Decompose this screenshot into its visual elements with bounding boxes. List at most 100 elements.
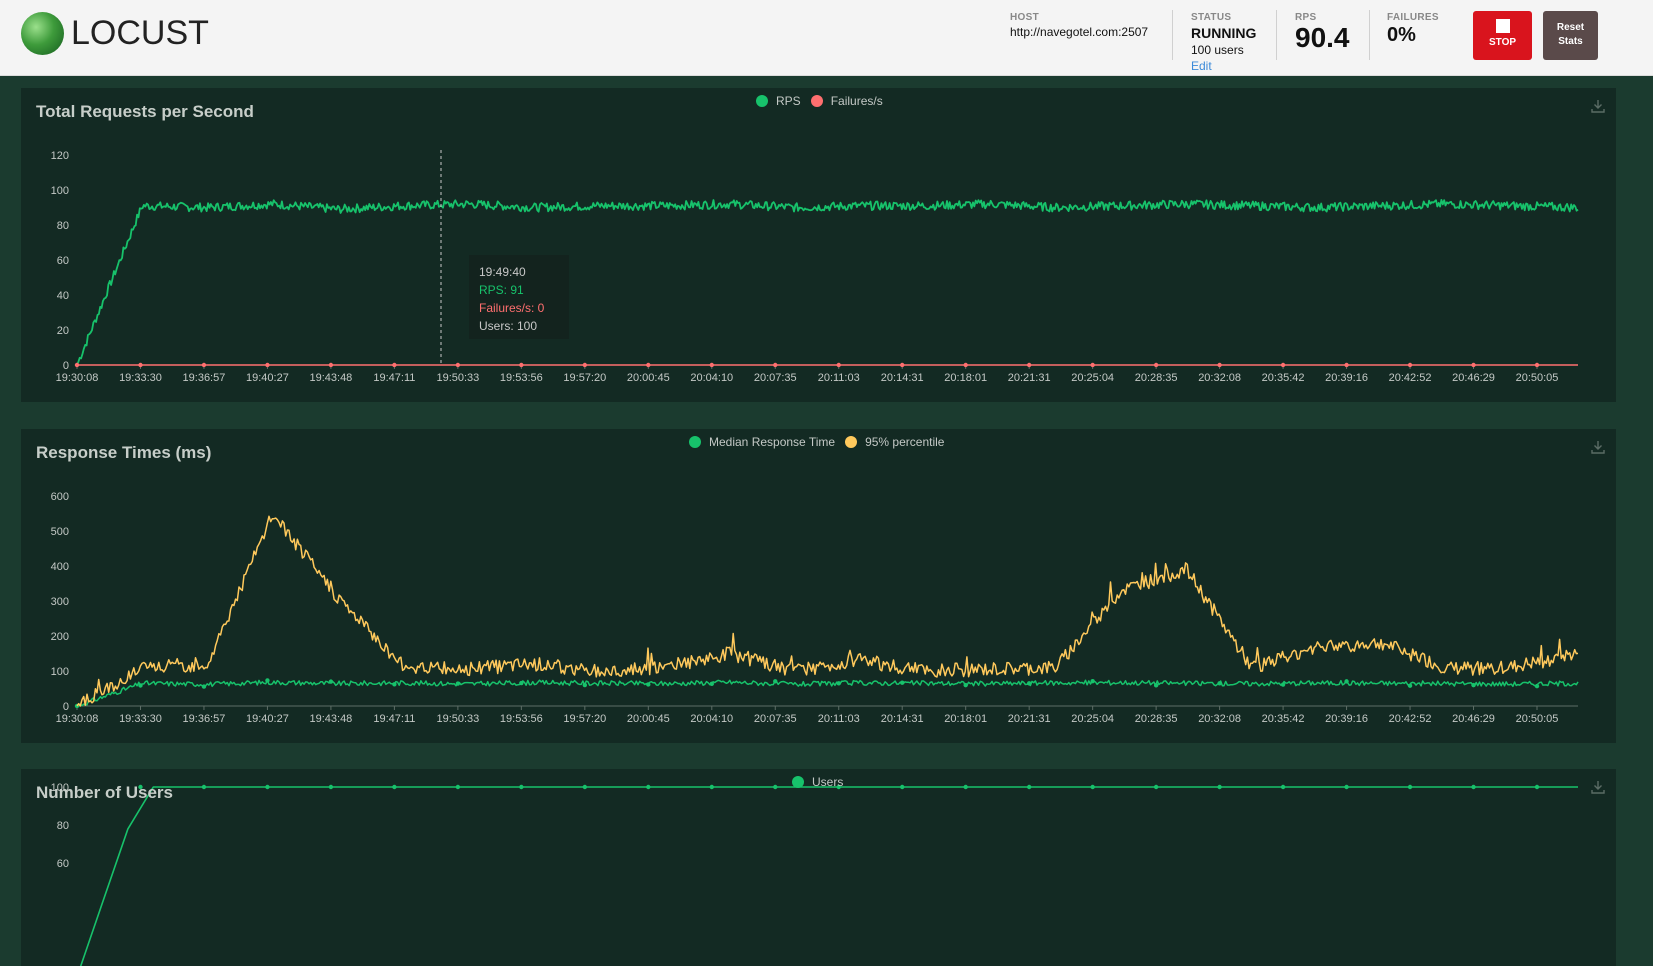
data-point: [1344, 362, 1349, 368]
x-tick-label: 20:28:35: [1135, 713, 1178, 725]
data-point: [963, 784, 968, 790]
x-tick-label: 19:36:57: [183, 713, 226, 725]
x-tick-label: 20:25:04: [1071, 713, 1114, 725]
tooltip-rps: RPS: 91: [479, 283, 524, 297]
data-point: [265, 362, 270, 368]
x-tick-label: 19:33:30: [119, 713, 162, 725]
rps-label: RPS: [1295, 12, 1317, 23]
x-tick-label: 20:50:05: [1516, 713, 1559, 725]
x-tick-label: 19:57:20: [563, 372, 606, 384]
x-tick-label: 19:43:48: [309, 713, 352, 725]
y-tick-label: 200: [51, 631, 69, 643]
data-point: [582, 784, 588, 790]
x-tick-label: 19:53:56: [500, 372, 543, 384]
legend-dot: [810, 95, 823, 107]
legend-item-failures[interactable]: Failures/s: [810, 94, 883, 108]
data-point: [1217, 681, 1222, 686]
data-point: [1280, 784, 1286, 790]
data-point: [201, 684, 207, 689]
data-point: [963, 362, 968, 368]
download-icon[interactable]: [1590, 779, 1606, 795]
chart-legend: Median Response Time 95% percentile: [689, 435, 954, 449]
x-tick-label: 19:50:33: [436, 372, 479, 384]
download-icon[interactable]: [1590, 439, 1606, 455]
y-tick-label: 0: [63, 360, 69, 372]
legend-item-median[interactable]: Median Response Time: [689, 435, 835, 449]
data-point: [392, 682, 397, 687]
data-point: [74, 362, 80, 368]
legend-item-p95[interactable]: 95% percentile: [845, 435, 944, 449]
x-tick-label: 20:00:45: [627, 372, 670, 384]
data-point: [1534, 683, 1540, 689]
data-point: [1344, 784, 1349, 790]
chart-tooltip: 19:49:40 RPS: 91 Failures/s: 0 Users: 10…: [469, 255, 569, 339]
legend-item-rps[interactable]: RPS: [756, 94, 801, 108]
reset-stats-button[interactable]: Reset Stats: [1543, 11, 1598, 60]
y-tick-label: 60: [57, 858, 69, 870]
data-point: [836, 784, 841, 790]
data-point: [1026, 681, 1032, 686]
y-tick-label: 40: [57, 290, 69, 302]
data-point: [1534, 362, 1540, 368]
legend-dot: [756, 95, 768, 107]
data-point: [963, 682, 968, 688]
legend-item-users[interactable]: Users: [792, 775, 843, 789]
y-tick-label: 300: [51, 596, 69, 608]
stop-button[interactable]: STOP: [1473, 11, 1532, 60]
download-icon[interactable]: [1590, 98, 1606, 114]
chart-title: Response Times (ms): [36, 443, 212, 462]
x-tick-label: 19:43:48: [309, 372, 352, 384]
chart-legend: Users: [792, 775, 853, 789]
header-divider: [1172, 10, 1173, 60]
data-point: [1407, 683, 1413, 688]
data-point: [900, 362, 905, 368]
legend-dot: [792, 776, 804, 788]
data-point: [519, 362, 524, 368]
data-point: [1026, 362, 1032, 368]
locust-logo[interactable]: LOCUST: [21, 12, 231, 58]
data-point: [265, 784, 270, 790]
reset-label-line2: Stats: [1558, 36, 1583, 47]
y-tick-label: 0: [63, 701, 69, 713]
data-point: [1407, 362, 1413, 368]
data-point: [836, 681, 841, 686]
data-point: [1344, 679, 1349, 684]
chart-legend: RPS Failures/s: [756, 94, 893, 108]
x-tick-label: 20:42:52: [1389, 713, 1432, 725]
data-point: [1090, 679, 1095, 684]
logo-text: LOCUST: [71, 14, 209, 52]
status-label: STATUS: [1191, 12, 1232, 23]
x-tick-label: 20:39:16: [1325, 713, 1368, 725]
data-point: [646, 362, 651, 368]
data-point: [1471, 784, 1476, 790]
x-tick-label: 20:35:42: [1262, 372, 1305, 384]
rps-stat: RPS 90.4: [1295, 12, 1350, 54]
response-times-chart: 0 100 200 300 400 500 600 19:30:08 19:33:30 19:36…: [51, 491, 1579, 725]
y-tick-label: 80: [57, 820, 69, 832]
data-point: [138, 784, 143, 790]
data-point: [392, 784, 397, 790]
data-point: [1280, 362, 1286, 368]
series-line: [79, 786, 1578, 966]
data-point: [201, 362, 207, 368]
y-tick-label: 100: [51, 666, 69, 678]
x-tick-label: 20:00:45: [627, 713, 670, 725]
data-point: [519, 680, 524, 686]
x-tick-label: 20:18:01: [944, 713, 987, 725]
status-value: RUNNING: [1191, 25, 1257, 41]
data-point: [1217, 362, 1222, 368]
edit-users-link[interactable]: Edit: [1191, 59, 1212, 73]
header-bar: LOCUST HOST http://navegotel.com:2507 ST…: [0, 0, 1653, 76]
data-point: [201, 784, 207, 790]
x-tick-label: 20:46:29: [1452, 372, 1495, 384]
data-point: [582, 362, 588, 368]
chart-title: Total Requests per Second: [36, 102, 254, 121]
x-tick-label: 20:04:10: [690, 372, 733, 384]
data-point: [1153, 784, 1159, 790]
legend-label: Failures/s: [830, 94, 883, 108]
data-point: [1534, 784, 1540, 790]
x-tick-label: 20:35:42: [1262, 713, 1305, 725]
y-tick-label: 100: [51, 185, 69, 197]
data-point: [709, 362, 714, 368]
legend-label: RPS: [776, 94, 801, 108]
